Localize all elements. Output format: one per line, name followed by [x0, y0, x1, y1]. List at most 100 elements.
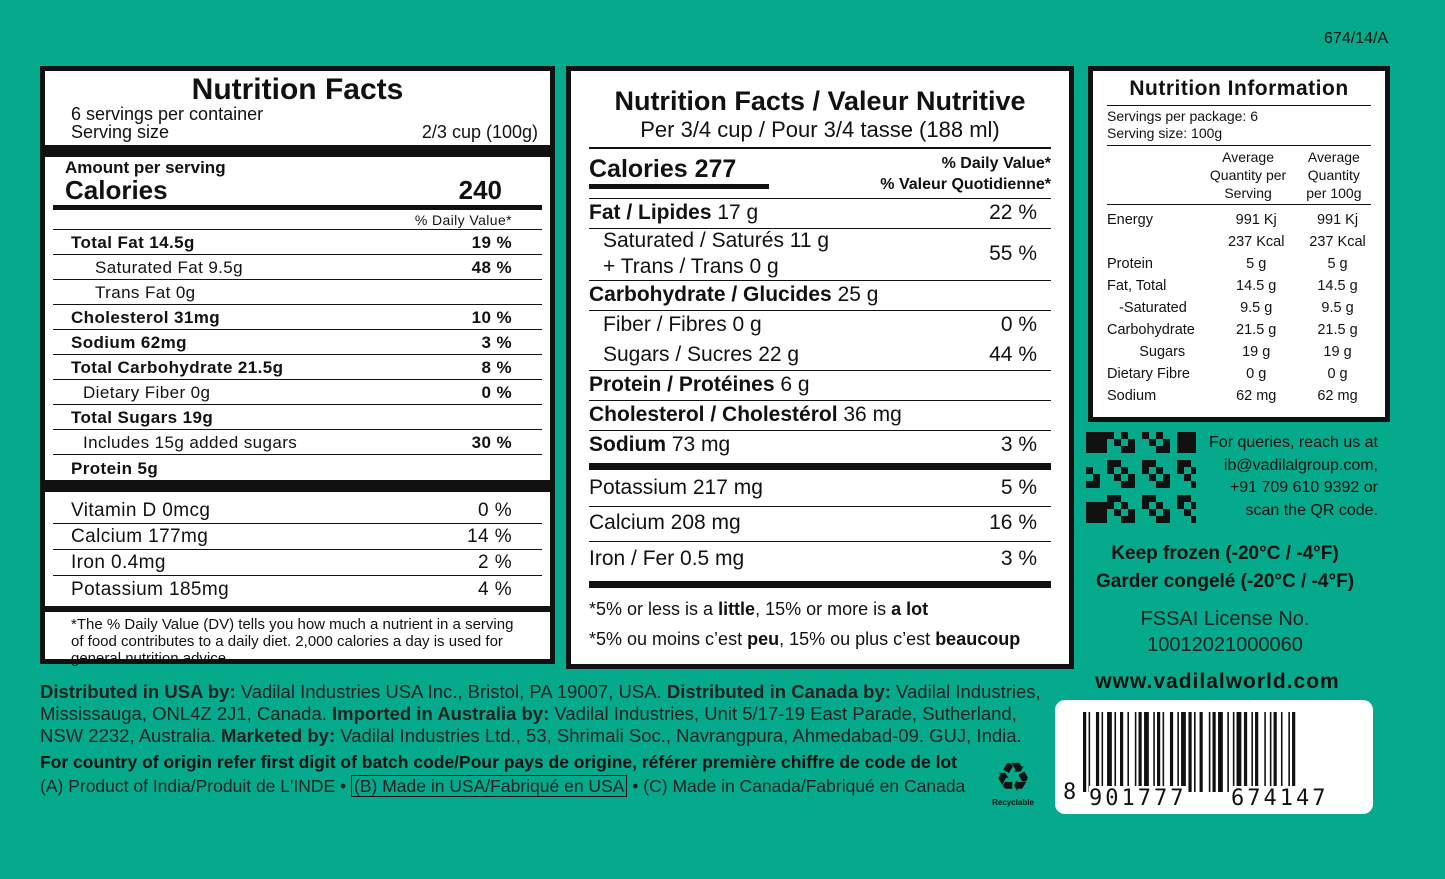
nutrient-label: Fat, Total — [1107, 278, 1167, 294]
qr-module — [1121, 432, 1128, 439]
fssai-label: FSSAI License No. — [1140, 608, 1310, 630]
barcode-bar — [1144, 712, 1149, 792]
qr-module — [1163, 509, 1170, 516]
qr-module — [1184, 474, 1191, 481]
ca-title: Nutrition Facts / Valeur Nutritive — [614, 86, 1026, 116]
qr-module — [1100, 502, 1107, 509]
us-servings: 6 servings per container — [71, 104, 264, 124]
qr-module — [1107, 467, 1114, 474]
barcode-bar — [1243, 712, 1248, 792]
nutrient-label: Sodium — [1107, 388, 1157, 404]
ca-nutrient-row: Protein / Protéines 6 g — [589, 371, 1051, 401]
barcode-bar — [1227, 712, 1229, 792]
per-serving: 14.5 g — [1236, 278, 1277, 294]
qr-module — [1184, 495, 1191, 502]
vitamin-label: Iron 0.4mg — [71, 552, 166, 573]
au-serving-size: Serving size: 100g — [1107, 125, 1371, 146]
qr-module — [1107, 460, 1114, 467]
qr-module — [1156, 467, 1163, 474]
per-serving: 9.5 g — [1240, 300, 1273, 316]
nutrient-dv: 3 % — [481, 333, 512, 352]
qr-module — [1142, 502, 1149, 509]
barcode-bar — [1083, 712, 1087, 792]
nutrient-label: -Saturated — [1107, 300, 1187, 316]
qr-module — [1100, 432, 1107, 439]
nutrient-label: Dietary Fiber 0g — [83, 383, 211, 402]
qr-module — [1156, 432, 1163, 439]
vitamin-dv: 2 % — [478, 552, 512, 573]
barcode-digit-first: 8 — [1063, 780, 1077, 805]
nutrient-name: Protein / Protéines — [589, 372, 775, 396]
per-serving: 19 g — [1242, 344, 1271, 360]
ca-nutrient-row: Sodium 73 mg 3 % — [589, 431, 1051, 461]
qr-module — [1156, 481, 1163, 488]
us-serving-size-label: Serving size — [71, 122, 170, 142]
barcode-bar — [1255, 712, 1259, 792]
nutrient-label: Cholesterol / Cholestérol 36 mg — [589, 403, 902, 427]
nutrient-amount: Sugars / Sucres 22 g — [603, 342, 800, 366]
qr-module — [1086, 509, 1093, 516]
origin-note: For country of origin refer first digit … — [40, 752, 957, 772]
qr-module — [1191, 516, 1198, 523]
nutrient-name: Carbohydrate / Glucides — [589, 282, 832, 306]
qr-module — [1128, 446, 1135, 453]
ca-footnote-fr: *5% ou moins c’est peu, 15% ou plus c’es… — [589, 629, 1021, 649]
nutrient-label: Includes 15g added sugars — [83, 433, 298, 452]
nutrient-dv: 22 % — [989, 200, 1037, 224]
qr-module — [1191, 439, 1198, 446]
qr-module — [1177, 460, 1184, 467]
barcode-bar — [1236, 712, 1242, 792]
qr-module — [1093, 509, 1100, 516]
barcode-bar — [1194, 712, 1196, 792]
qr-module — [1107, 495, 1114, 502]
per-100g: 0 g — [1327, 366, 1348, 382]
qr-module — [1114, 495, 1121, 502]
nutrient-label: Sodium 73 mg — [589, 433, 730, 457]
qr-module — [1114, 474, 1121, 481]
mineral-label: Potassium 217 mg — [589, 476, 763, 499]
qr-module — [1093, 516, 1100, 523]
nutrient-dv: 30 % — [471, 433, 512, 452]
qr-module — [1100, 516, 1107, 523]
barcode-bar — [1138, 712, 1142, 792]
us-footnote: *The % Daily Value (DV) tells you how mu… — [71, 616, 514, 667]
nutrient-label: Dietary Fibre — [1107, 366, 1190, 382]
barcode-bar — [1120, 712, 1124, 792]
qr-module — [1086, 516, 1093, 523]
vitamin-label: Vitamin D 0mcg — [71, 500, 211, 521]
nutrient-label: Fat / Lipides 17 g — [589, 201, 758, 225]
us-nutrient-row: Protein 5g — [53, 455, 542, 480]
au-nutrient-row: -Saturated 9.5 g 9.5 g — [1107, 297, 1371, 319]
qr-module — [1177, 446, 1184, 453]
nutrient-amount-2: + Trans / Trans 0 g — [603, 254, 779, 278]
au-nutrient-row: 237 Kcal 237 Kcal — [1107, 231, 1371, 253]
au-servings: Servings per package: 6 — [1107, 108, 1258, 124]
au-nutrient-row: Sodium 62 mg 62 mg — [1107, 385, 1371, 407]
qr-module — [1128, 481, 1135, 488]
qr-module — [1177, 495, 1184, 502]
nutrient-label: Fiber / Fibres 0 g — [603, 313, 762, 337]
qr-code[interactable] — [1086, 432, 1198, 524]
nutrient-amount: 17 g — [711, 200, 759, 224]
nutrient-dv: 55 % — [989, 241, 1037, 265]
website-link[interactable]: www.vadilalworld.com — [1095, 670, 1340, 693]
ca-nutrient-row: Cholesterol / Cholestérol 36 mg — [589, 401, 1051, 431]
nutrient-dv: 8 % — [481, 358, 512, 377]
barcode-bar — [1269, 712, 1272, 792]
barcode-bar — [1212, 712, 1216, 792]
us-calories: 240 — [458, 175, 502, 205]
vitamin-label: Calcium 177mg — [71, 526, 209, 547]
nutrient-dv: 44 % — [989, 342, 1037, 366]
us-nutrient-row: Sodium 62mg 3 % — [53, 330, 542, 355]
per-100g: 9.5 g — [1321, 300, 1354, 316]
fssai-number: 10012021000060 — [1147, 634, 1303, 656]
qr-module — [1177, 432, 1184, 439]
qr-module — [1100, 509, 1107, 516]
barcode-bar — [1181, 712, 1186, 792]
origin-a: (A) Product of India/Produit de L'INDE • — [40, 776, 347, 796]
barcode-bar — [1157, 712, 1161, 792]
barcode-bar — [1153, 712, 1155, 792]
qr-module — [1114, 460, 1121, 467]
us-serving-size: 2/3 cup (100g) — [421, 122, 538, 142]
qr-module — [1156, 446, 1163, 453]
